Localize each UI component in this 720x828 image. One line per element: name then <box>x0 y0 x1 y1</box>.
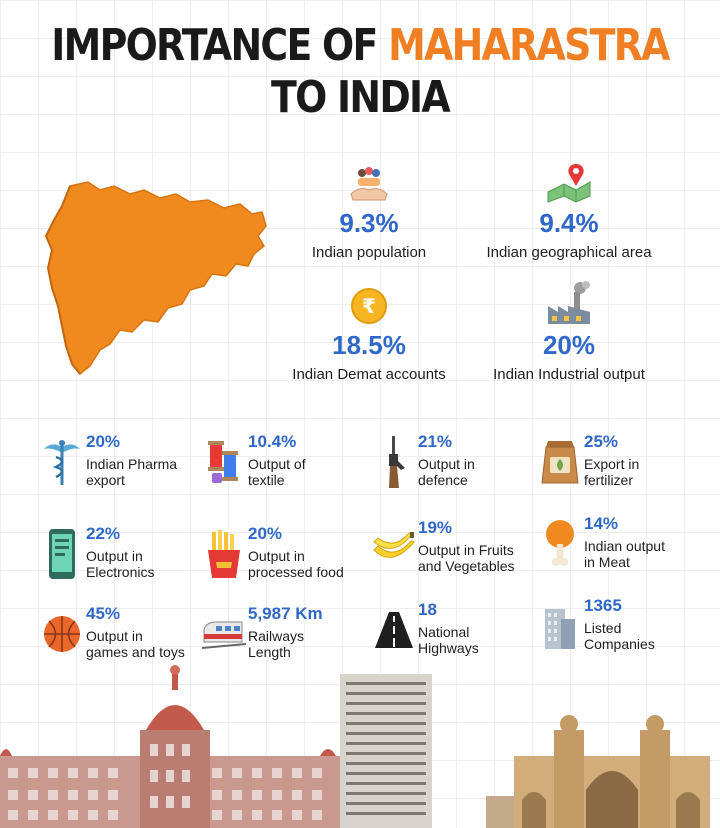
maharashtra-map-icon <box>44 181 267 376</box>
population-value: 9.3% <box>339 208 399 238</box>
title-prefix: IMPORTANCE OF <box>51 20 389 71</box>
stat-defence: 21% Output in defence <box>372 432 532 496</box>
fertilizer-value: 25% <box>584 432 619 451</box>
pharma-label: Indian Pharma export <box>86 456 178 488</box>
fertilizer-label: Export in fertilizer <box>584 456 640 488</box>
stat-meat: 14% Indian output in Meat <box>538 514 698 578</box>
listed-companies-label: Listed Companies <box>584 620 655 652</box>
industrial-label: Indian Industrial output <box>493 366 645 383</box>
headline-stat-area: 9.4% Indian geographical area <box>474 160 664 261</box>
caduceus-icon <box>44 440 80 485</box>
demat-label: Indian Demat accounts <box>292 366 446 383</box>
infographic-title: IMPORTANCE OF MAHARASTRA TO INDIA <box>50 20 670 124</box>
fertilizer-bag-icon <box>541 441 579 484</box>
defence-label: Output in defence <box>418 456 475 488</box>
taj-hotel-building <box>0 665 340 828</box>
trade-tower-building <box>340 674 432 828</box>
listed-companies-value: 1365 <box>584 596 622 615</box>
headline-stat-population: 9.3% Indian population <box>274 160 464 261</box>
train-icon <box>202 621 246 649</box>
stat-games-toys: 45% Output in games and toys <box>40 604 200 668</box>
thread-spools-icon <box>208 441 238 483</box>
mumbai-skyline-illustration <box>0 665 710 828</box>
skyscraper-icon <box>545 609 575 649</box>
map-pin-icon <box>547 164 591 203</box>
hands-people-icon <box>350 167 388 201</box>
stat-pharma: 20% Indian Pharma export <box>40 432 200 496</box>
meat-label: Indian output in Meat <box>584 538 665 570</box>
title-state-name: MAHARASTRA <box>388 20 670 71</box>
headline-stat-industrial: 20% Indian Industrial output <box>474 281 664 383</box>
stat-processed-food: 20% Output in processed food <box>202 524 362 588</box>
basketball-icon <box>44 616 80 652</box>
demat-value: 18.5% <box>332 330 406 360</box>
area-value: 9.4% <box>539 208 599 238</box>
area-label: Indian geographical area <box>486 244 652 261</box>
textile-value: 10.4% <box>248 432 297 451</box>
factory-icon <box>548 281 590 324</box>
games-toys-value: 45% <box>86 604 121 623</box>
defence-value: 21% <box>418 432 453 451</box>
stat-fertilizer: 25% Export in fertilizer <box>538 432 698 496</box>
stat-electronics: 22% Output in Electronics <box>40 524 200 588</box>
stat-railways: 5,987 Km Railways Length <box>202 604 362 668</box>
textile-label: Output of textile <box>248 456 306 488</box>
french-fries-icon <box>208 530 240 578</box>
stat-listed-companies: 1365 Listed Companies <box>538 596 698 660</box>
highways-label: National Highways <box>418 624 479 656</box>
rupee-coin-icon: ₹ <box>351 288 387 324</box>
processed-food-value: 20% <box>248 524 283 543</box>
pharma-value: 20% <box>86 432 121 451</box>
banana-icon <box>373 532 415 558</box>
headline-stat-demat: ₹ 18.5% Indian Demat accounts <box>274 282 464 383</box>
chicken-leg-icon <box>546 520 574 566</box>
rifle-icon <box>389 436 405 488</box>
electronics-label: Output in Electronics <box>86 548 155 580</box>
railways-value: 5,987 Km <box>248 604 323 623</box>
highway-icon <box>375 612 413 648</box>
meat-value: 14% <box>584 514 619 533</box>
industrial-value: 20% <box>542 330 596 360</box>
stat-highways: 18 National Highways <box>372 600 532 664</box>
highways-value: 18 <box>418 600 437 619</box>
stat-textile: 10.4% Output of textile <box>202 432 362 496</box>
electronics-value: 22% <box>86 524 121 543</box>
svg-text:₹: ₹ <box>362 294 376 318</box>
fruits-vegetables-label: Output in Fruits and Vegetables <box>418 542 515 574</box>
stat-fruits-vegetables: 19% Output in Fruits and Vegetables <box>372 518 532 582</box>
games-toys-label: Output in games and toys <box>86 628 185 660</box>
gateway-of-india-building <box>486 715 710 828</box>
population-label: Indian population <box>311 244 427 261</box>
smartphone-icon <box>49 529 75 579</box>
railways-label: Railways Length <box>248 628 305 660</box>
title-line-2: TO INDIA <box>271 72 451 123</box>
fruits-vegetables-value: 19% <box>418 518 453 537</box>
processed-food-label: Output in processed food <box>248 548 344 580</box>
